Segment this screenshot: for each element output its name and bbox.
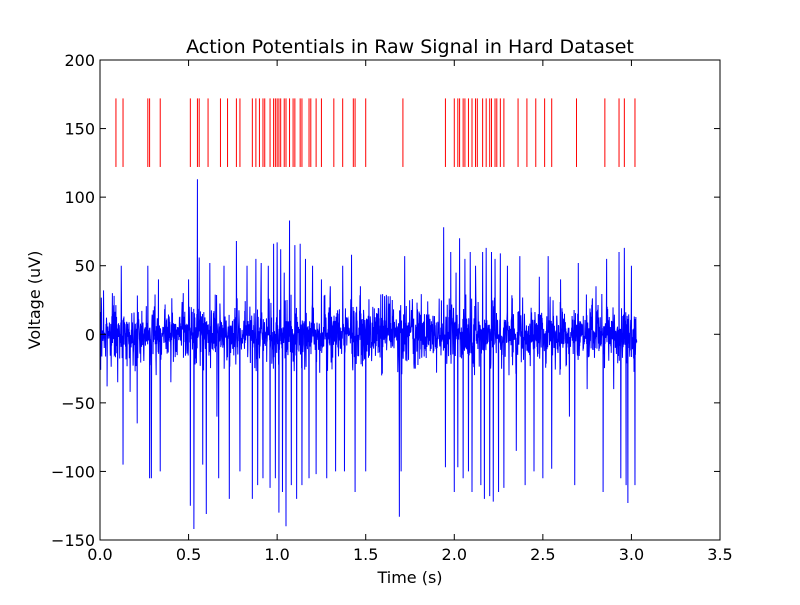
x-tick-label: 0.5 [176, 545, 201, 564]
signal-layer [99, 179, 638, 530]
x-tick-label: 1.0 [264, 545, 289, 564]
y-tick-label: 100 [64, 188, 95, 207]
x-tick-label: 2.5 [530, 545, 555, 564]
y-tick-label: 150 [64, 120, 95, 139]
y-axis-ticks: −150 −100 −50 0 50 100 150 200 [51, 51, 720, 550]
y-tick-label: −150 [51, 531, 95, 550]
plot-frame [99, 59, 721, 541]
y-axis-label: Voltage (uV) [25, 251, 44, 350]
x-tick-label: 1.5 [353, 545, 378, 564]
y-tick-label: −50 [61, 394, 95, 413]
y-tick-label: 200 [64, 51, 95, 70]
x-axis-ticks: 0.0 0.5 1.0 1.5 2.0 2.5 3.0 3.5 [87, 60, 733, 564]
signal-trace [99, 179, 638, 530]
y-tick-label: −100 [51, 462, 95, 481]
x-axis-label: Time (s) [376, 568, 442, 587]
x-tick-label: 3.0 [619, 545, 644, 564]
x-tick-label: 2.0 [442, 545, 467, 564]
x-tick-label: 0.0 [87, 545, 112, 564]
spike-marker-layer [115, 98, 636, 167]
x-tick-label: 3.5 [707, 545, 732, 564]
chart-title: Action Potentials in Raw Signal in Hard … [186, 36, 634, 58]
y-tick-label: 50 [75, 257, 95, 276]
y-tick-label: 0 [85, 325, 95, 344]
